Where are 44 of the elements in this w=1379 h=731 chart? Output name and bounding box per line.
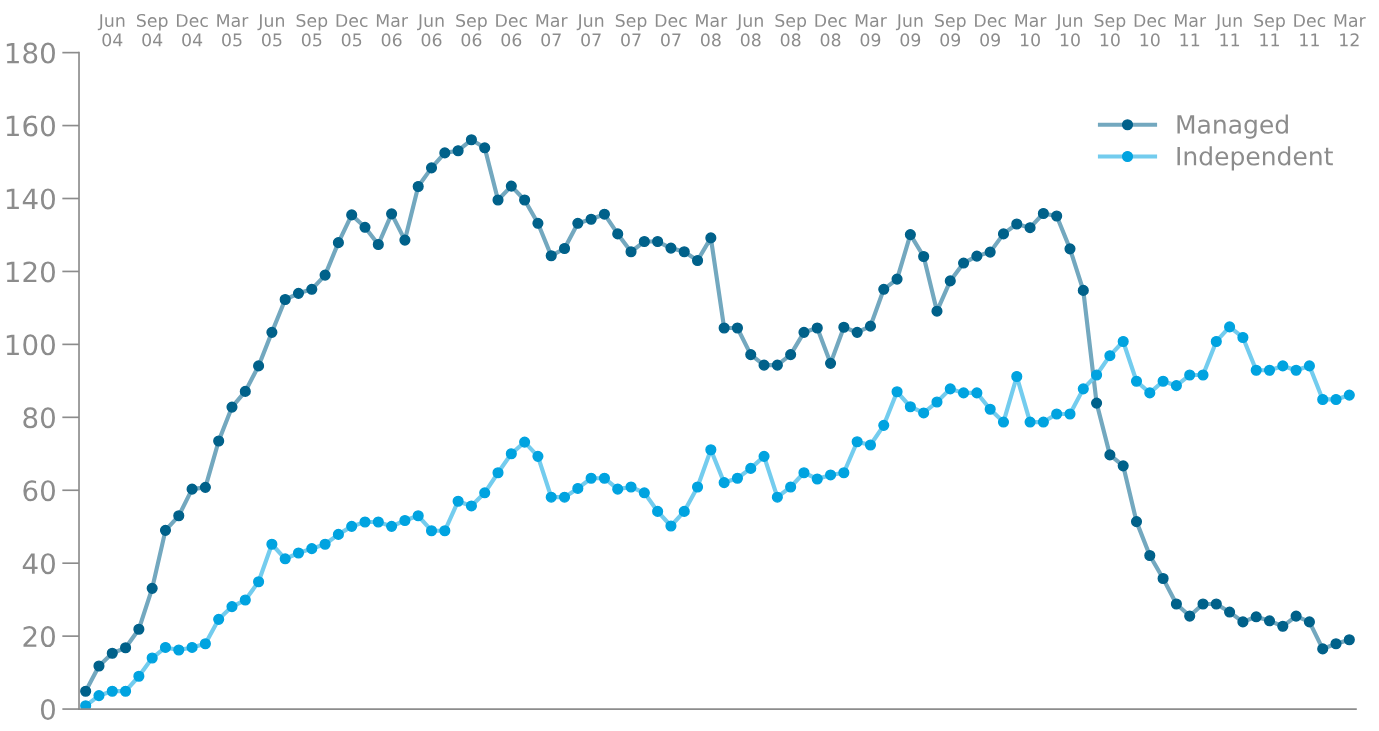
x-tick-label: Mar 12 bbox=[1334, 14, 1366, 47]
y-tick-label: 0 bbox=[40, 699, 55, 721]
y-tick-label: 100 bbox=[6, 334, 55, 356]
legend-label: Managed bbox=[1177, 114, 1288, 139]
x-tick-label: Jun 06 bbox=[417, 14, 444, 47]
x-tick-label: Dec 05 bbox=[336, 14, 368, 47]
x-tick-label: Dec 08 bbox=[815, 14, 847, 47]
y-tick-label: 40 bbox=[22, 553, 55, 575]
y-tick-label: 140 bbox=[6, 188, 55, 210]
y-tick-label: 20 bbox=[23, 626, 55, 648]
y-tick-label: 80 bbox=[23, 407, 55, 429]
x-tick-label: Mar 06 bbox=[376, 14, 408, 47]
x-tick-label: Jun 10 bbox=[1055, 14, 1083, 47]
x-tick-label: Sep 10 bbox=[1094, 13, 1126, 47]
x-tick-label: Sep 08 bbox=[775, 13, 807, 47]
x-tick-label: Mar 09 bbox=[855, 14, 887, 47]
x-tick-label: Dec 07 bbox=[655, 14, 687, 47]
x-tick-label: Dec 10 bbox=[1134, 14, 1166, 47]
x-tick-label: Sep 06 bbox=[456, 13, 487, 47]
x-tick-label: Sep 11 bbox=[1254, 13, 1285, 47]
x-tick-label: Mar 05 bbox=[217, 14, 249, 47]
x-tick-label: Mar 10 bbox=[1015, 14, 1047, 47]
x-tick-label: Sep 05 bbox=[296, 13, 328, 47]
x-tick-label: Jun 05 bbox=[257, 14, 284, 47]
x-tick-label: Jun 08 bbox=[736, 14, 763, 47]
y-tick-label: 180 bbox=[6, 42, 55, 64]
x-tick-label: Jun 11 bbox=[1215, 14, 1242, 47]
x-tick-label: Sep 04 bbox=[136, 13, 168, 47]
y-tick-label: 60 bbox=[23, 480, 55, 502]
x-tick-label: Jun 04 bbox=[97, 14, 125, 47]
y-tick-label: 160 bbox=[6, 115, 55, 137]
x-tick-label: Dec 09 bbox=[975, 14, 1006, 47]
x-tick-label: Dec 06 bbox=[496, 14, 528, 47]
x-tick-label: Sep 09 bbox=[935, 13, 966, 47]
legend-label: Independent bbox=[1177, 146, 1333, 171]
x-tick-label: Mar 07 bbox=[536, 14, 568, 47]
x-tick-label: Mar 11 bbox=[1175, 14, 1207, 47]
x-tick-label: Dec 11 bbox=[1294, 14, 1326, 47]
x-tick-label: Mar 08 bbox=[696, 14, 728, 47]
x-tick-label: Dec 04 bbox=[176, 14, 208, 47]
y-tick-label: 120 bbox=[6, 261, 55, 283]
x-tick-label: Sep 07 bbox=[615, 13, 647, 47]
x-tick-label: Jun 09 bbox=[895, 14, 923, 47]
x-tick-label: Jun 07 bbox=[576, 14, 604, 47]
